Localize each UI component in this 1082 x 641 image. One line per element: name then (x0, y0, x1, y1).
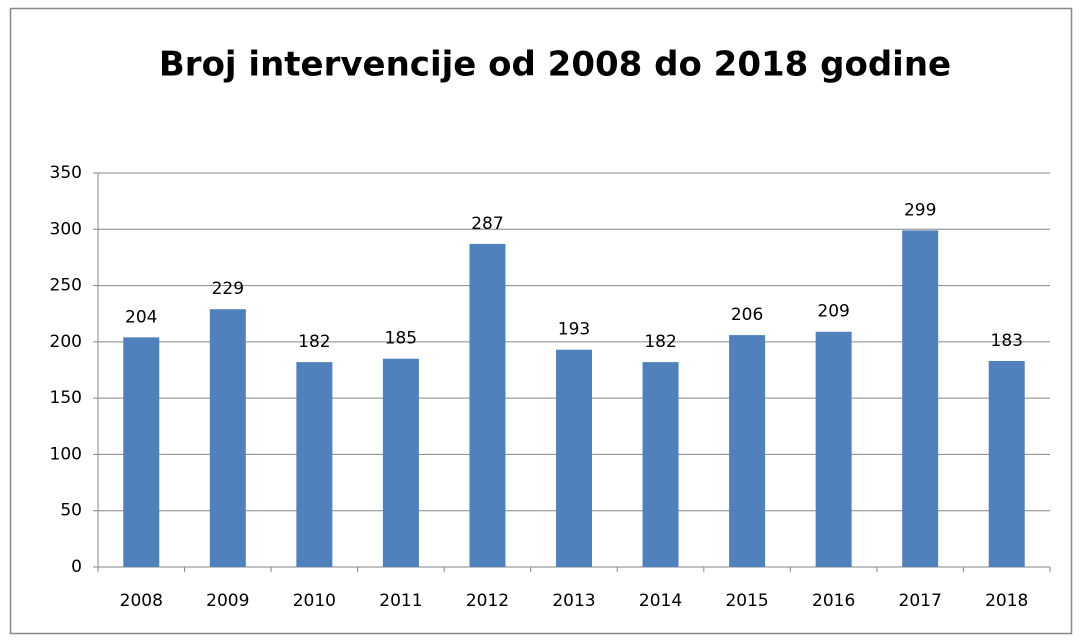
bar (209, 309, 246, 567)
bar (296, 362, 333, 567)
x-tick-label: 2014 (639, 591, 682, 611)
bar (815, 331, 852, 567)
y-tick-label: 150 (50, 388, 82, 408)
y-tick-label: 100 (50, 444, 82, 464)
x-tick-label: 2015 (725, 591, 768, 611)
y-tick-label: 250 (50, 276, 82, 296)
x-tick-label: 2009 (206, 591, 249, 611)
x-tick-label: 2010 (293, 591, 336, 611)
x-tick-label: 2008 (120, 591, 163, 611)
bar (382, 358, 419, 567)
bar (123, 337, 160, 567)
x-tick-label: 2016 (812, 591, 855, 611)
x-tick-label: 2017 (899, 591, 942, 611)
data-label: 183 (991, 331, 1023, 351)
bar (729, 335, 766, 567)
y-tick-label: 200 (50, 332, 82, 352)
bar (556, 349, 592, 567)
bar (642, 362, 679, 567)
chart-frame (9, 7, 1073, 635)
data-label: 204 (125, 307, 157, 327)
data-label: 182 (644, 332, 676, 352)
bar (988, 360, 1025, 567)
data-label: 185 (385, 329, 417, 349)
x-tick-label: 2018 (985, 591, 1028, 611)
y-tick-label: 300 (50, 219, 82, 239)
data-label: 193 (558, 320, 590, 340)
bar (469, 243, 506, 568)
data-label: 229 (212, 279, 244, 299)
data-label: 287 (471, 214, 503, 234)
y-tick-label: 50 (60, 501, 82, 521)
chart-title: Broj intervencije od 2008 do 2018 godine (159, 45, 951, 85)
data-label: 206 (731, 305, 763, 325)
bar (902, 230, 939, 567)
y-tick-label: 350 (50, 163, 82, 183)
y-tick-label: 0 (71, 557, 82, 577)
x-tick-label: 2013 (552, 591, 595, 611)
x-tick-label: 2012 (466, 591, 509, 611)
data-label: 182 (298, 332, 330, 352)
data-label: 299 (904, 200, 936, 220)
x-tick-label: 2011 (379, 591, 422, 611)
data-label: 209 (817, 302, 849, 322)
